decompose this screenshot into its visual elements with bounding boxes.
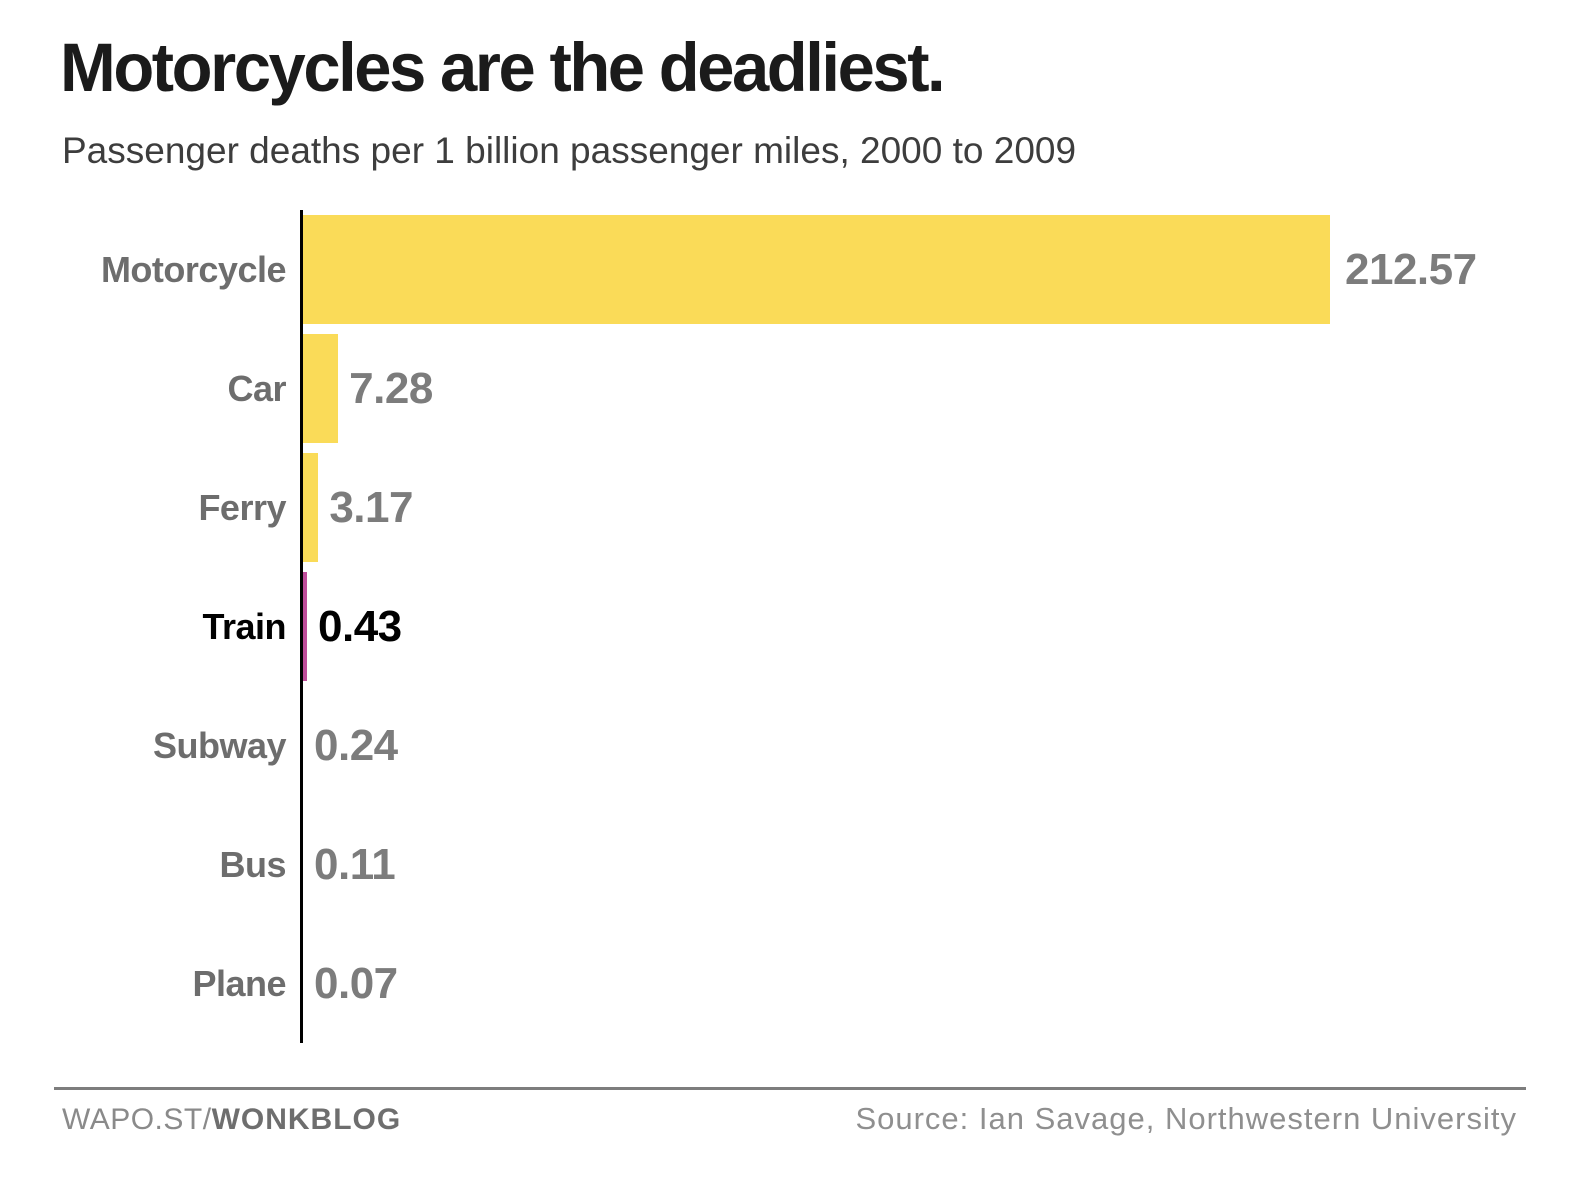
- chart-row-car: Car 7.28: [0, 329, 1579, 448]
- footer-source: Source: Ian Savage, Northwestern Univers…: [855, 1101, 1517, 1136]
- category-label-train: Train: [202, 605, 286, 647]
- footer-divider: [54, 1087, 1526, 1090]
- chart-subtitle: Passenger deaths per 1 billion passenger…: [62, 130, 1077, 171]
- chart-row-bus: Bus 0.11: [0, 805, 1579, 924]
- value-label-plane: 0.07: [314, 958, 398, 1008]
- chart-row-motorcycle: Motorcycle 212.57: [0, 210, 1579, 329]
- footer-branding-bold: WONKBLOG: [211, 1103, 402, 1136]
- value-label-ferry: 3.17: [329, 482, 413, 532]
- y-axis-line: [300, 210, 303, 1043]
- bar-chart: Motorcycle 212.57 Car 7.28 Ferry 3.17 Train 0.4…: [0, 210, 1579, 1043]
- chart-row-plane: Plane 0.07: [0, 924, 1579, 1043]
- bar-train: [303, 572, 307, 681]
- value-label-car: 7.28: [349, 363, 433, 413]
- chart-row-ferry: Ferry 3.17: [0, 448, 1579, 567]
- chart-row-train: Train 0.43: [0, 567, 1579, 686]
- bar-car: [303, 334, 339, 443]
- category-label-ferry: Ferry: [198, 486, 286, 528]
- chart-title: Motorcycles are the deadliest.: [60, 29, 946, 106]
- chart-row-subway: Subway 0.24: [0, 686, 1579, 805]
- value-label-train: 0.43: [318, 601, 402, 651]
- category-label-plane: Plane: [192, 962, 286, 1004]
- bar-motorcycle: [303, 215, 1330, 324]
- value-label-bus: 0.11: [314, 839, 396, 889]
- category-label-subway: Subway: [152, 724, 287, 766]
- category-label-motorcycle: Motorcycle: [100, 248, 287, 290]
- category-label-bus: Bus: [219, 843, 286, 885]
- category-label-car: Car: [227, 367, 286, 409]
- value-label-subway: 0.24: [314, 720, 398, 770]
- value-label-motorcycle: 212.57: [1345, 244, 1477, 294]
- footer-branding-prefix: WAPO.ST/: [62, 1103, 212, 1136]
- bar-rows: Motorcycle 212.57 Car 7.28 Ferry 3.17 Train 0.4…: [0, 210, 1579, 1043]
- footer-branding: WAPO.ST/WONKBLOG: [62, 1103, 401, 1137]
- bar-ferry: [303, 453, 319, 562]
